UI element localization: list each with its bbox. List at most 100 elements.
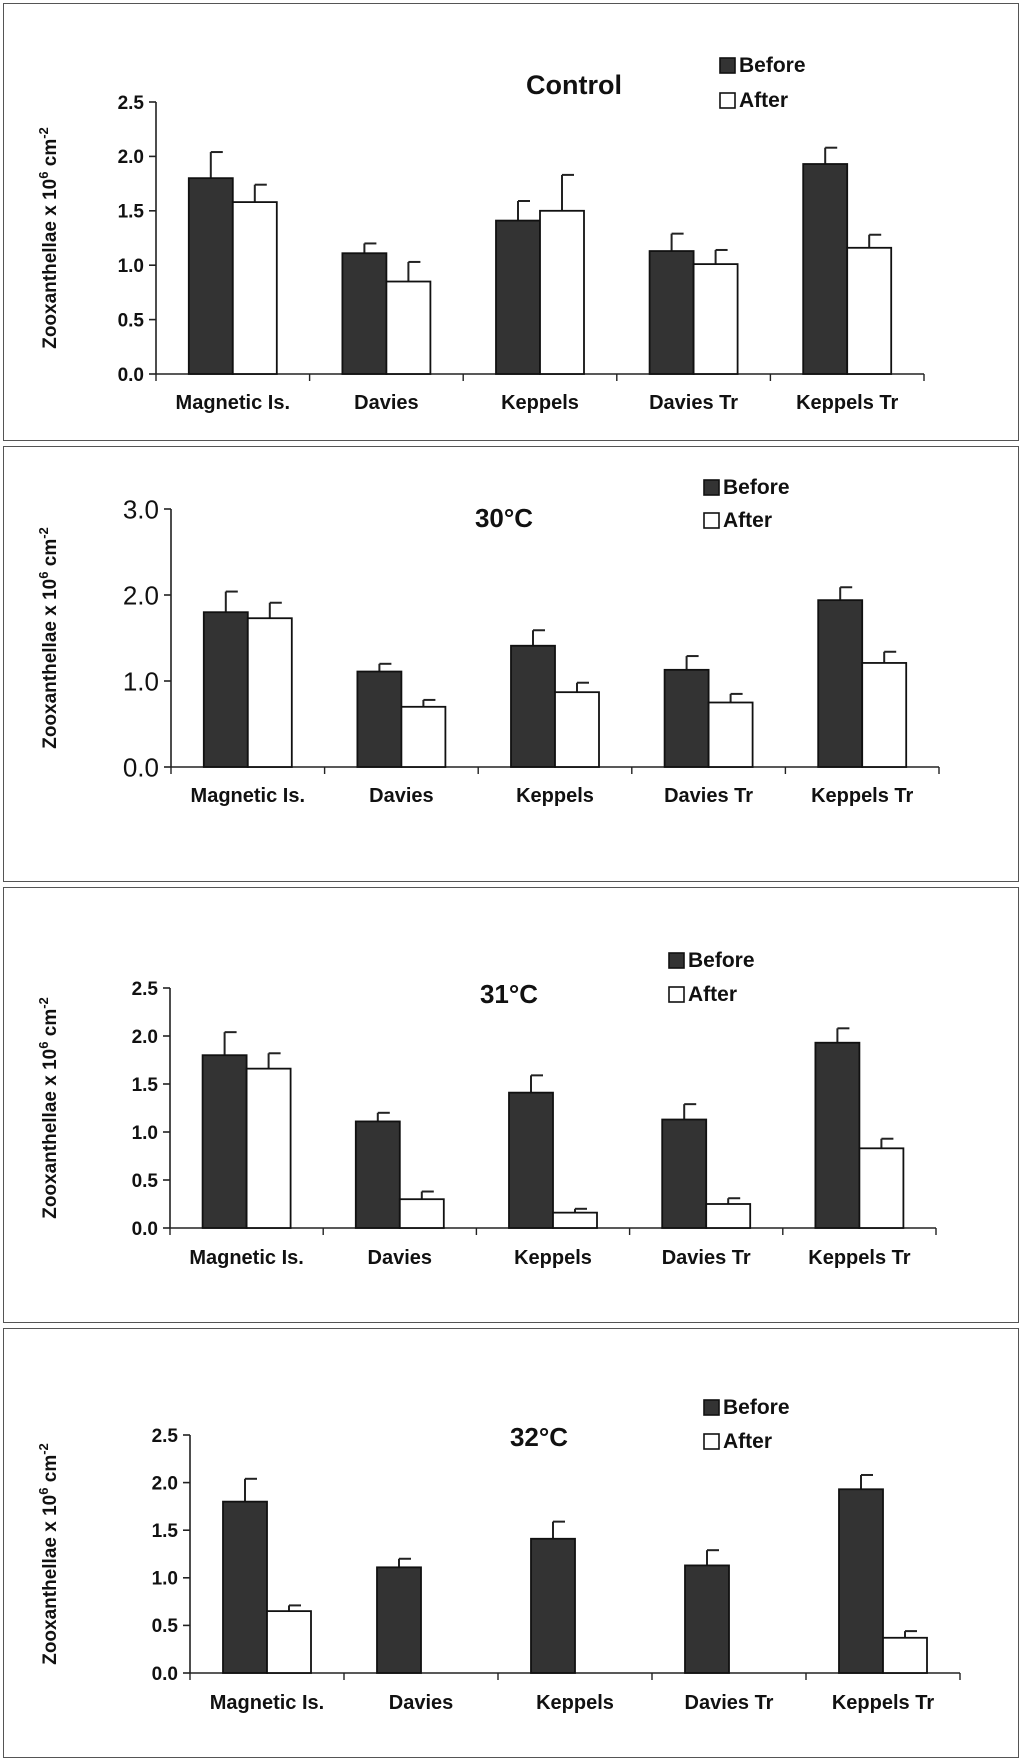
bar-after-magnetic-is — [245, 1067, 292, 1229]
bar-after-keppels-tr — [858, 1147, 905, 1229]
legend-label-before: Before — [723, 476, 790, 499]
legend-label-before: Before — [688, 949, 755, 972]
legend-label-after: After — [723, 509, 772, 532]
x-tick-label-davies-tr: Davies Tr — [685, 1692, 774, 1714]
y-tick-label: 1.0 — [132, 1123, 158, 1144]
chart-title-31c: 31°C — [480, 979, 538, 1009]
bar-after-keppels-tr — [846, 246, 893, 375]
bar-before-keppels — [495, 219, 541, 375]
bar-after-magnetic-is — [246, 617, 293, 768]
x-tick-label-magnetic-is: Magnetic Is. — [189, 1247, 303, 1269]
bar-before-magnetic-is — [187, 177, 234, 375]
x-tick-label-keppels-tr: Keppels Tr — [796, 392, 898, 414]
x-tick-label-keppels: Keppels — [536, 1692, 614, 1714]
x-tick-label-davies-tr: Davies Tr — [649, 392, 738, 414]
y-tick-label: 2.5 — [152, 1426, 179, 1447]
legend-swatch-before — [703, 479, 720, 496]
legend-swatch-before — [703, 1399, 720, 1416]
bar-after-keppels-tr — [882, 1636, 928, 1674]
y-tick-label: 1.5 — [118, 202, 145, 223]
y-tick-label: 2.0 — [152, 1473, 178, 1494]
bar-after-magnetic-is — [231, 201, 278, 375]
y-tick-label: 3.0 — [123, 494, 159, 524]
y-tick-label: 2.0 — [118, 147, 144, 168]
x-tick-label-keppels: Keppels — [501, 392, 579, 414]
bar-after-keppels-tr — [861, 662, 908, 768]
legend-label-after: After — [723, 1430, 772, 1453]
y-axis-label: Zooxanthellae x 106 cm-2 — [36, 127, 61, 349]
bar-after-davies-tr — [705, 1203, 752, 1229]
x-tick-label-davies-tr: Davies Tr — [662, 1247, 751, 1269]
bar-before-davies-tr — [663, 668, 710, 768]
bar-before-keppels-tr — [838, 1488, 884, 1674]
y-tick-label: 0.5 — [132, 1171, 159, 1192]
x-tick-label-keppels-tr: Keppels Tr — [832, 1692, 934, 1714]
bar-after-magnetic-is — [266, 1610, 312, 1674]
y-tick-label: 1.0 — [118, 256, 144, 277]
bar-after-davies-tr — [707, 701, 754, 768]
bar-after-davies — [385, 280, 432, 375]
x-tick-label-davies-tr: Davies Tr — [664, 785, 753, 807]
chart-title-32c: 32°C — [510, 1422, 568, 1452]
bar-before-magnetic-is — [202, 611, 249, 768]
x-tick-label-keppels: Keppels — [514, 1247, 592, 1269]
bar-before-davies — [376, 1566, 422, 1674]
bar-before-davies-tr — [648, 250, 695, 375]
x-tick-label-davies: Davies — [369, 785, 434, 807]
chart-control: Zooxanthellae x 106 cm-2 0.0 0.5 1.0 1.5 2.0 2… — [36, 54, 925, 414]
y-axis-label: Zooxanthellae x 106 cm-2 — [36, 1443, 61, 1665]
y-tick-label: 2.5 — [118, 93, 145, 114]
bar-before-davies-tr — [661, 1118, 708, 1229]
y-tick-label: 0.5 — [152, 1616, 179, 1637]
bar-before-keppels — [510, 644, 556, 768]
bar-before-magnetic-is — [222, 1500, 268, 1674]
panel-control: Zooxanthellae x 106 cm-2 0.0 0.5 1.0 1.5 2.0 2… — [3, 3, 1019, 441]
bar-after-keppels — [554, 691, 600, 768]
bar-before-keppels — [508, 1091, 554, 1229]
bar-after-keppels — [552, 1211, 598, 1229]
bar-before-davies — [356, 670, 403, 768]
x-tick-label-magnetic-is: Magnetic Is. — [210, 1692, 324, 1714]
bar-before-davies — [341, 252, 388, 375]
bar-after-davies — [400, 705, 447, 768]
y-tick-label: 2.5 — [132, 979, 159, 1000]
panel-30c: Zooxanthellae x 106 cm-2 0.0 1.0 2.0 3.0 Magn… — [3, 446, 1019, 882]
y-tick-label: 1.5 — [132, 1075, 159, 1096]
y-tick-label: 0.0 — [132, 1219, 158, 1240]
y-tick-label: 2.0 — [123, 580, 159, 610]
x-tick-label-davies: Davies — [368, 1247, 433, 1269]
bar-after-davies-tr — [692, 263, 739, 375]
y-axis-label: Zooxanthellae x 106 cm-2 — [36, 997, 61, 1219]
legend-label-before: Before — [739, 54, 806, 77]
legend-label-before: Before — [723, 1396, 790, 1419]
panel-32c: Zooxanthellae x 106 cm-2 0.0 0.5 1.0 1.5 2.0 2… — [3, 1328, 1019, 1758]
legend-swatch-after — [703, 1433, 720, 1450]
legend-swatch-after — [703, 512, 720, 529]
legend-label-after: After — [739, 89, 788, 112]
x-tick-label-magnetic-is: Magnetic Is. — [191, 785, 305, 807]
legend-label-after: After — [688, 983, 737, 1006]
y-tick-label: 2.0 — [132, 1027, 158, 1048]
bar-before-davies-tr — [684, 1564, 730, 1674]
legend-swatch-after — [668, 986, 685, 1003]
bar-before-magnetic-is — [201, 1054, 248, 1229]
x-tick-label-keppels-tr: Keppels Tr — [808, 1247, 910, 1269]
chart-title-control: Control — [526, 70, 622, 100]
x-tick-label-magnetic-is: Magnetic Is. — [176, 392, 290, 414]
bar-before-keppels-tr — [817, 599, 864, 768]
bar-after-keppels — [539, 209, 585, 375]
legend-swatch-before — [719, 57, 736, 74]
y-axis-label: Zooxanthellae x 106 cm-2 — [36, 527, 61, 749]
chart-30c: Zooxanthellae x 106 cm-2 0.0 1.0 2.0 3.0 Magn… — [36, 476, 940, 807]
bar-after-davies — [398, 1198, 445, 1229]
chart-title-30c: 30°C — [475, 503, 533, 533]
bar-before-keppels — [530, 1537, 576, 1674]
x-tick-label-davies: Davies — [389, 1692, 454, 1714]
legend-swatch-after — [719, 92, 736, 109]
y-tick-label: 1.5 — [152, 1521, 179, 1542]
bar-before-keppels-tr — [814, 1041, 861, 1229]
bar-before-davies — [354, 1120, 401, 1229]
bar-before-keppels-tr — [802, 163, 849, 375]
chart-32c: Zooxanthellae x 106 cm-2 0.0 0.5 1.0 1.5 2.0 2… — [36, 1396, 961, 1714]
y-tick-label: 1.0 — [123, 666, 159, 696]
